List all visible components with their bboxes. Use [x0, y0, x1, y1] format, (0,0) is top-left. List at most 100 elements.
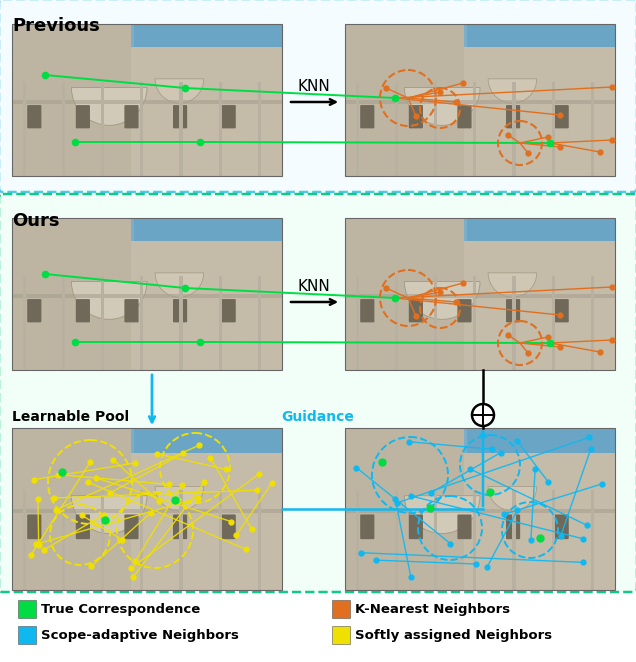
Bar	[62, 276, 66, 370]
Bar	[258, 82, 261, 176]
Text: Softly assigned Neighbors: Softly assigned Neighbors	[355, 628, 552, 641]
Bar	[23, 276, 26, 370]
Bar	[513, 82, 516, 176]
Wedge shape	[71, 87, 147, 125]
Bar	[12, 24, 131, 176]
Bar	[356, 82, 359, 176]
Bar	[258, 490, 261, 590]
FancyBboxPatch shape	[27, 299, 41, 322]
Bar	[473, 276, 476, 370]
Bar	[345, 453, 615, 590]
Wedge shape	[488, 487, 537, 511]
Wedge shape	[404, 281, 480, 319]
Bar	[12, 24, 282, 82]
Bar	[12, 428, 282, 590]
Bar	[395, 490, 398, 590]
FancyBboxPatch shape	[506, 105, 520, 128]
Text: Scope-adaptive Neighbors: Scope-adaptive Neighbors	[41, 628, 239, 641]
Bar	[345, 218, 464, 370]
FancyBboxPatch shape	[506, 514, 520, 539]
FancyBboxPatch shape	[0, 194, 636, 592]
Bar	[101, 276, 104, 370]
FancyBboxPatch shape	[555, 514, 569, 539]
Bar	[179, 82, 183, 176]
Text: True Correspondence: True Correspondence	[41, 602, 200, 616]
Bar	[466, 218, 615, 293]
Bar	[513, 490, 516, 590]
FancyBboxPatch shape	[221, 299, 236, 322]
FancyBboxPatch shape	[457, 514, 471, 539]
FancyBboxPatch shape	[76, 299, 90, 322]
Bar	[551, 490, 555, 590]
Bar	[12, 294, 282, 298]
Bar	[12, 428, 131, 590]
Bar	[434, 276, 438, 370]
FancyBboxPatch shape	[360, 514, 375, 539]
Bar	[62, 82, 66, 176]
Bar	[395, 276, 398, 370]
Bar	[23, 490, 26, 590]
Bar	[466, 24, 615, 99]
Text: KNN: KNN	[298, 279, 330, 294]
Bar	[473, 490, 476, 590]
Bar	[134, 218, 282, 293]
FancyBboxPatch shape	[27, 105, 41, 128]
Bar	[473, 82, 476, 176]
Bar	[141, 276, 144, 370]
Text: Previous: Previous	[12, 17, 100, 35]
Bar	[18, 600, 36, 618]
Bar	[219, 490, 222, 590]
FancyBboxPatch shape	[125, 105, 139, 128]
Bar	[12, 509, 282, 513]
Bar	[332, 626, 350, 644]
Bar	[345, 428, 615, 590]
Bar	[101, 490, 104, 590]
Bar	[12, 24, 282, 176]
Bar	[591, 490, 594, 590]
Bar	[345, 100, 615, 104]
Wedge shape	[488, 273, 537, 297]
FancyBboxPatch shape	[221, 105, 236, 128]
Bar	[219, 276, 222, 370]
Bar	[356, 490, 359, 590]
Bar	[345, 509, 615, 513]
FancyBboxPatch shape	[173, 299, 187, 322]
Bar	[12, 47, 282, 176]
Text: Learnable Pool: Learnable Pool	[12, 410, 129, 424]
Bar	[12, 428, 282, 490]
FancyBboxPatch shape	[409, 514, 423, 539]
Bar	[179, 276, 183, 370]
Bar	[434, 490, 438, 590]
Wedge shape	[155, 273, 204, 297]
FancyBboxPatch shape	[360, 299, 375, 322]
Bar	[345, 24, 464, 176]
Wedge shape	[71, 281, 147, 319]
Bar	[219, 82, 222, 176]
FancyBboxPatch shape	[76, 514, 90, 539]
Text: Ours: Ours	[12, 212, 60, 230]
Bar	[345, 428, 464, 590]
FancyBboxPatch shape	[173, 514, 187, 539]
Bar	[141, 490, 144, 590]
Bar	[345, 218, 615, 276]
Bar	[356, 276, 359, 370]
FancyBboxPatch shape	[409, 299, 423, 322]
FancyBboxPatch shape	[360, 105, 375, 128]
Bar	[258, 276, 261, 370]
FancyBboxPatch shape	[506, 299, 520, 322]
Bar	[18, 626, 36, 644]
FancyBboxPatch shape	[555, 299, 569, 322]
Bar	[332, 600, 350, 618]
Bar	[551, 82, 555, 176]
Bar	[513, 276, 516, 370]
Bar	[345, 218, 615, 370]
Bar	[345, 428, 615, 490]
Bar	[345, 24, 615, 176]
FancyBboxPatch shape	[125, 514, 139, 539]
Bar	[134, 24, 282, 99]
FancyBboxPatch shape	[457, 105, 471, 128]
Wedge shape	[155, 487, 204, 511]
Bar	[591, 82, 594, 176]
FancyBboxPatch shape	[555, 105, 569, 128]
Bar	[23, 82, 26, 176]
